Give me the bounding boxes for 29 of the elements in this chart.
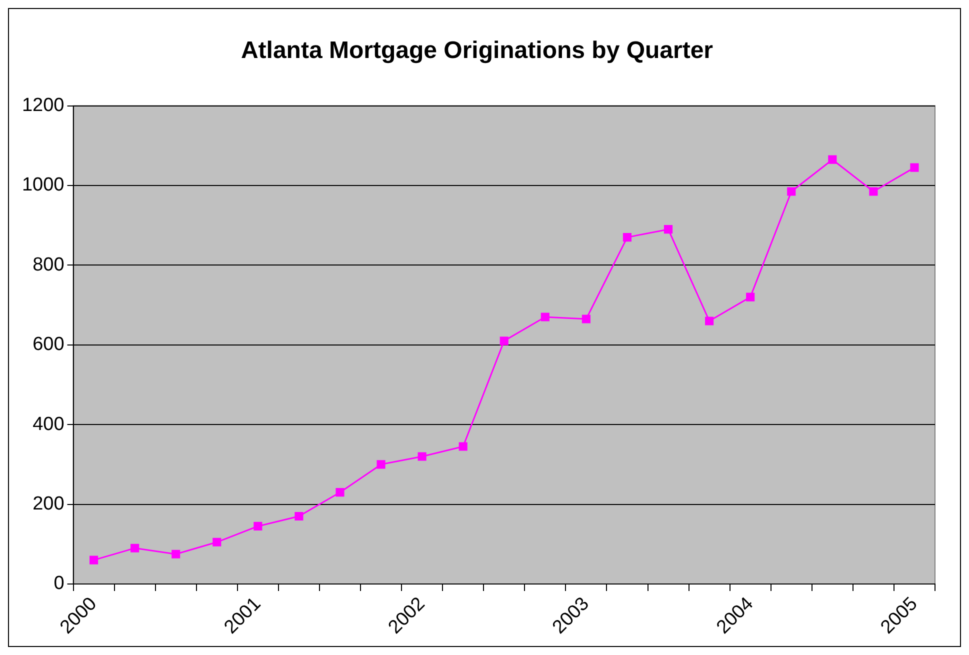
point — [90, 556, 98, 564]
point — [336, 488, 344, 497]
point — [540, 312, 550, 322]
y-tick-label: 0 — [54, 573, 64, 594]
point — [705, 316, 714, 326]
point — [869, 187, 878, 196]
y-tick-label: 200 — [32, 494, 64, 515]
point — [582, 314, 590, 324]
point — [828, 155, 837, 164]
point — [746, 292, 755, 302]
point — [294, 512, 304, 521]
point — [172, 550, 180, 558]
point — [664, 225, 673, 234]
point — [376, 460, 386, 469]
point — [418, 452, 426, 461]
y-tick-label: 1000 — [22, 174, 64, 196]
point — [500, 336, 508, 346]
chart-title: Atlanta Mortgage Originations by Quarter — [240, 37, 714, 64]
point — [910, 163, 919, 172]
point — [622, 233, 632, 242]
y-tick-label: 600 — [32, 334, 64, 356]
y-tick-label: 800 — [32, 254, 64, 276]
point — [787, 187, 796, 196]
y-tick-label: 1200 — [22, 95, 64, 116]
point — [130, 544, 140, 552]
point — [212, 538, 222, 546]
y-tick-label: 400 — [32, 414, 64, 435]
point — [458, 442, 468, 451]
point — [254, 522, 262, 530]
